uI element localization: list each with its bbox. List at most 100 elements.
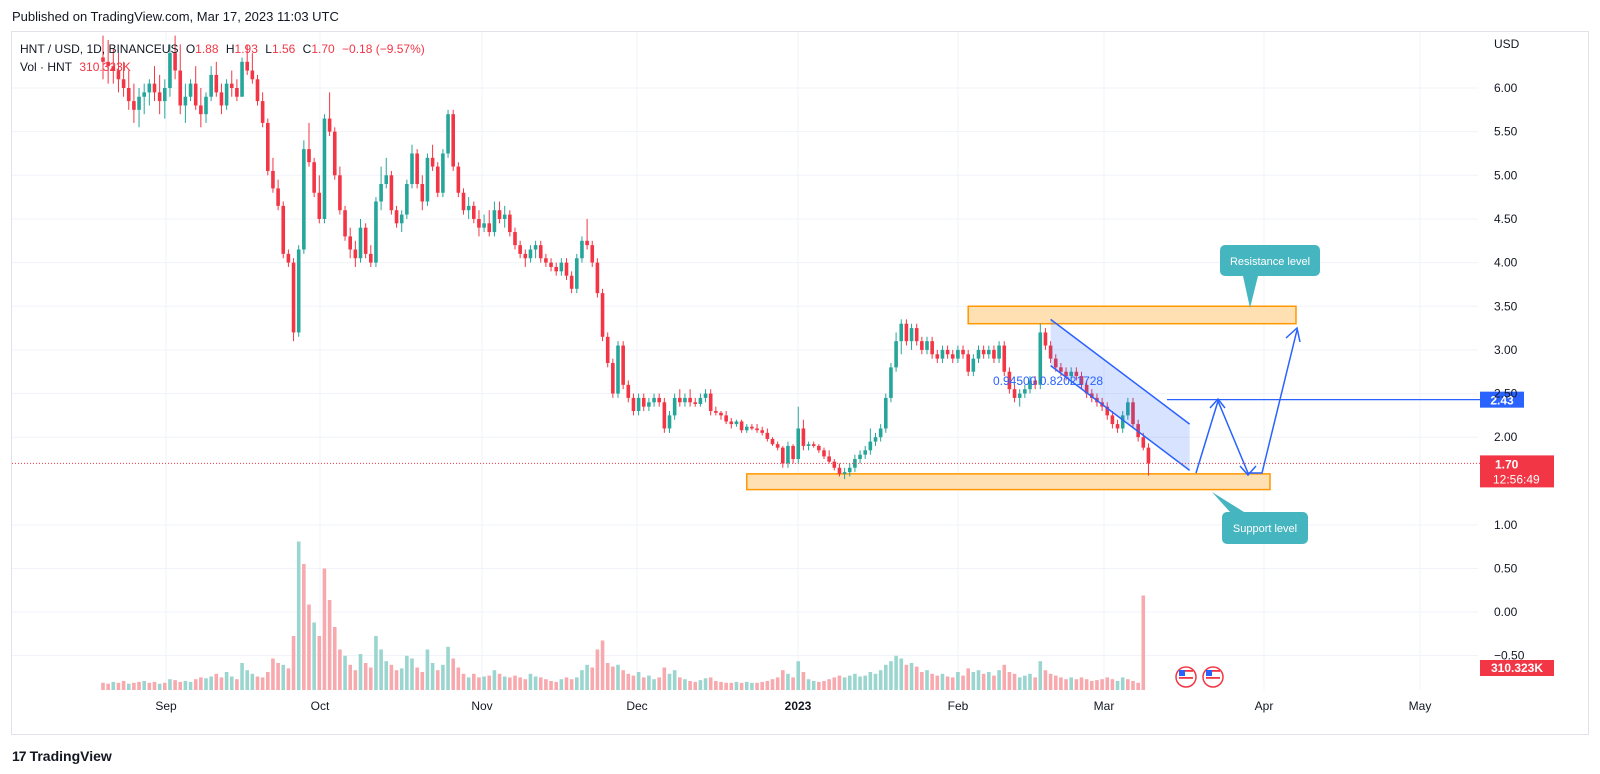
- x-tick-label: Mar: [1094, 699, 1115, 713]
- candle-body: [271, 170, 275, 189]
- candle-body: [508, 214, 512, 233]
- candle-body: [513, 232, 517, 246]
- volume-bar: [806, 679, 811, 690]
- candle-body: [827, 456, 831, 462]
- callout-pointer: [1243, 276, 1258, 308]
- volume-bar: [626, 673, 631, 690]
- volume-bar: [1043, 670, 1048, 690]
- volume-bar: [271, 658, 275, 690]
- volume-bar: [621, 670, 625, 690]
- candle-body: [847, 467, 852, 473]
- flag-stripe: [1206, 673, 1220, 676]
- volume-bar: [827, 679, 831, 690]
- volume-bar: [111, 681, 116, 690]
- volume-bar: [358, 654, 363, 690]
- volume-bar: [430, 663, 435, 690]
- candle-body: [477, 218, 481, 228]
- chart-grid: [12, 32, 1478, 690]
- volume-bar: [487, 675, 492, 690]
- footer-brand[interactable]: 17 TradingView: [12, 748, 112, 764]
- volume-bar: [369, 667, 373, 690]
- candle-body: [101, 57, 105, 62]
- volume-badge-value: 310.323K: [1491, 661, 1543, 675]
- candle-body: [1048, 345, 1053, 359]
- volume-bar: [533, 676, 538, 690]
- volume-bar: [538, 677, 543, 690]
- candle-body: [719, 412, 723, 416]
- candle-body: [425, 157, 430, 202]
- volume-bar: [899, 658, 904, 690]
- candle-body: [322, 118, 327, 219]
- candle-body: [698, 397, 703, 405]
- candle-body: [286, 253, 291, 263]
- volume-bar: [235, 679, 239, 690]
- candle-body: [580, 240, 584, 259]
- volume-label[interactable]: Vol · HNT: [20, 60, 73, 74]
- candle-body: [549, 262, 553, 267]
- candle-body: [950, 354, 955, 359]
- candle-body: [981, 349, 986, 355]
- volume-bar: [822, 681, 826, 690]
- volume-bar: [497, 673, 502, 690]
- symbol-label[interactable]: HNT / USD, 1D, BINANCEUS: [20, 42, 179, 56]
- axis-unit: USD: [1494, 37, 1520, 51]
- candle-body: [925, 341, 929, 350]
- resistance-callout-text: Resistance level: [1230, 256, 1310, 268]
- last-price-value: 1.70: [1495, 457, 1519, 471]
- volume-row: Vol · HNT 310.323K: [20, 58, 429, 76]
- candle-body: [1069, 371, 1073, 377]
- low-value: 1.56: [271, 42, 296, 56]
- volume-bar: [950, 677, 955, 690]
- volume-bar: [657, 677, 661, 690]
- volume-bar: [641, 677, 646, 690]
- volume-bar: [291, 636, 296, 690]
- chart-legend: HNT / USD, 1D, BINANCEUS O1.88 H1.93 L1.…: [20, 40, 429, 76]
- candle-body: [672, 397, 677, 416]
- volume-bar: [121, 681, 126, 690]
- candle-body: [441, 153, 445, 193]
- volume-bar: [832, 677, 837, 690]
- candle-body: [683, 397, 687, 403]
- volume-bar: [719, 681, 723, 690]
- candle-body: [487, 223, 492, 233]
- x-tick-label: Feb: [948, 699, 969, 713]
- candle-body: [611, 362, 615, 394]
- volume-bar: [1012, 673, 1017, 690]
- candle-body: [781, 447, 785, 464]
- candle-body: [662, 402, 667, 429]
- volume-bar: [683, 679, 687, 690]
- volume-bar: [1038, 661, 1043, 690]
- candle-body: [461, 192, 466, 211]
- volume-bar: [729, 682, 734, 690]
- volume-bar: [188, 681, 193, 690]
- candle-body: [204, 96, 208, 115]
- volume-bar: [1110, 679, 1115, 690]
- candle-body: [142, 92, 146, 97]
- candle-body: [533, 245, 538, 250]
- candle-body: [992, 349, 996, 359]
- candle-body: [168, 53, 172, 88]
- ohlc-row: HNT / USD, 1D, BINANCEUS O1.88 H1.93 L1.…: [20, 40, 429, 58]
- candle-body: [909, 328, 914, 342]
- volume-bar: [847, 675, 852, 690]
- volume-bar: [714, 681, 718, 690]
- candle-body: [116, 70, 121, 80]
- volume-bar: [760, 681, 764, 690]
- volume-bar: [420, 672, 425, 690]
- volume-bar: [842, 677, 847, 690]
- flag-stripe: [1206, 677, 1220, 679]
- candle-body: [678, 397, 682, 403]
- candle-body: [688, 397, 692, 403]
- volume-bar: [142, 681, 146, 690]
- volume-bars: [101, 541, 1146, 690]
- y-tick-label: 5.00: [1494, 168, 1518, 182]
- flag-stripe: [1179, 680, 1193, 683]
- candle-body: [1028, 380, 1032, 390]
- candle-body: [930, 341, 934, 355]
- volume-bar: [791, 677, 795, 690]
- volume-bar: [708, 677, 713, 690]
- volume-bar: [981, 673, 986, 690]
- candle-body: [554, 266, 558, 272]
- channel-lower-line: [1050, 365, 1191, 471]
